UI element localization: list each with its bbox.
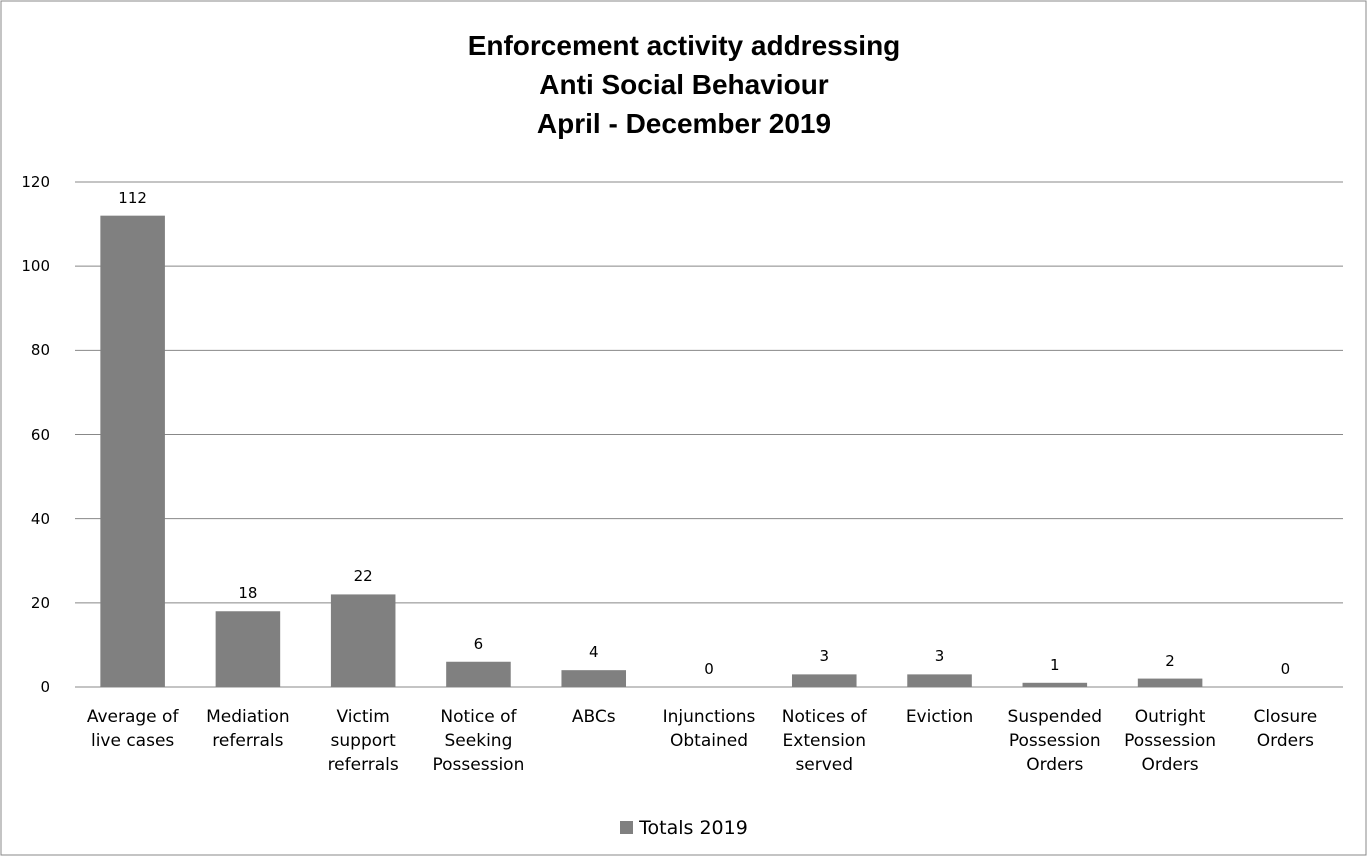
y-tick-label: 60 [30,425,50,444]
x-tick-label: Mediation referrals [206,707,290,751]
data-label: 6 [473,634,484,653]
x-tick-label: Eviction [905,707,974,727]
data-label: 3 [819,647,830,666]
x-tick-label: Outright Possession Orders [1124,707,1216,775]
data-label: 0 [1280,660,1291,678]
bar [791,674,857,687]
y-tick-label: 40 [30,509,50,528]
x-tick-label: Notices of Extension served [781,707,867,775]
bar [561,670,627,687]
bar [907,674,972,687]
legend-label: Totals 2019 [639,817,748,839]
y-tick-label: 0 [40,678,50,696]
y-tick-label: 100 [21,257,50,276]
legend-item: Totals 2019 [0,816,1368,840]
x-tick-label: Closure Orders [1253,707,1318,751]
bar [446,661,511,687]
data-label: 112 [118,188,147,207]
legend-swatch [620,821,634,834]
data-label: 0 [704,660,714,678]
chart-title: Enforcement activity addressing [467,30,901,61]
y-tick-label: 120 [21,173,50,191]
chart-title: April - December 2019 [536,108,832,139]
x-tick-label: Suspended Possession Orders [1007,707,1103,775]
bar [1137,678,1203,687]
x-tick-label: Injunctions Obtained [662,707,756,751]
bar [100,215,165,687]
x-tick-label: ABCs [571,707,616,727]
data-label: 22 [353,567,373,586]
y-tick-label: 20 [30,593,50,612]
bar [330,594,396,687]
y-tick-label: 80 [30,341,50,360]
bar [215,611,281,687]
x-tick-label: Victim support referrals [327,707,399,775]
data-label: 4 [588,643,599,662]
data-label: 18 [238,584,258,603]
data-label: 2 [1165,651,1175,670]
data-label: 1 [1050,655,1060,674]
x-tick-label: Notice of Seeking Possession [432,707,525,775]
x-tick-label: Average of live cases [86,707,179,751]
bar [1022,682,1088,687]
chart-title: Anti Social Behaviour [539,69,829,100]
data-label: 3 [934,647,945,666]
